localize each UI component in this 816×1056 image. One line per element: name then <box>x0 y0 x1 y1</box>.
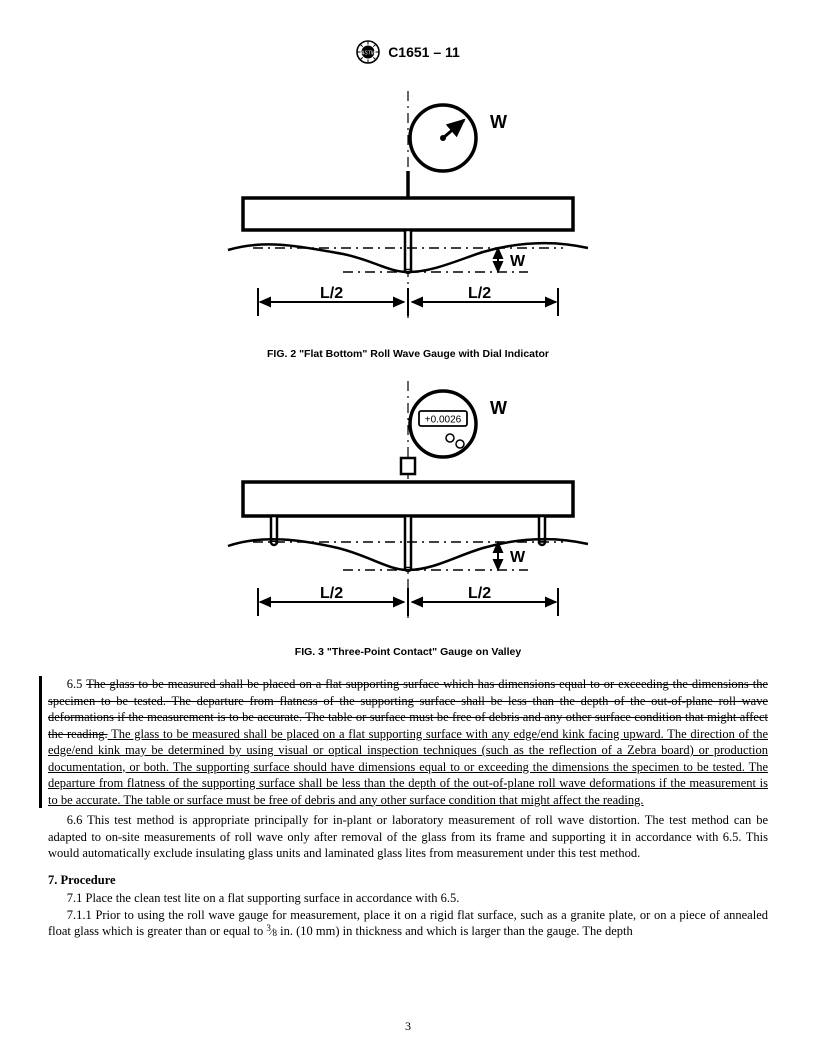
para-7-1-1: 7.1.1 Prior to using the roll wave gauge… <box>48 907 768 940</box>
page-header: ASTM C1651 – 11 <box>48 40 768 68</box>
svg-text:W: W <box>490 112 507 132</box>
figure-3-caption: FIG. 3 "Three-Point Contact" Gauge on Va… <box>48 646 768 658</box>
svg-text:W: W <box>490 398 507 418</box>
para-6-6-text: This test method is appropriate principa… <box>48 813 768 860</box>
para-6-6: 6.6 This test method is appropriate prin… <box>48 812 768 862</box>
fraction-3-8: 3⁄8 <box>266 924 277 938</box>
astm-logo-icon: ASTM <box>356 40 380 64</box>
document-id: C1651 – 11 <box>388 44 460 60</box>
page-number: 3 <box>0 1019 816 1034</box>
body-text: 6.5 The glass to be measured shall be pl… <box>48 676 768 940</box>
para-7-1-1-b: in. (10 mm) in thickness and which is la… <box>277 924 633 938</box>
para-6-5: 6.5 The glass to be measured shall be pl… <box>39 676 768 808</box>
num-6-5: 6.5 <box>67 677 83 691</box>
svg-text:W: W <box>510 253 526 270</box>
svg-text:L/2: L/2 <box>468 585 491 602</box>
figure-2-caption: FIG. 2 "Flat Bottom" Roll Wave Gauge wit… <box>48 348 768 360</box>
svg-text:W: W <box>510 549 526 566</box>
figure-2-svg: W W L/2 L/2 <box>198 88 618 338</box>
svg-text:L/2: L/2 <box>320 285 343 302</box>
figure-3: +0.0026 W W L/2 L/2 FIG <box>48 378 768 658</box>
num-7-1-1: 7.1.1 <box>67 908 92 922</box>
svg-text:L/2: L/2 <box>468 285 491 302</box>
num-6-6: 6.6 <box>67 813 83 827</box>
figure-3-svg: +0.0026 W W L/2 L/2 <box>198 378 618 636</box>
num-7-1: 7.1 <box>67 891 83 905</box>
para-7-1: 7.1 Place the clean test lite on a flat … <box>48 890 768 907</box>
figure-2: W W L/2 L/2 FIG. 2 "Flat Bottom" Roll Wa… <box>48 88 768 360</box>
svg-text:ASTM: ASTM <box>360 51 376 57</box>
digital-reading: +0.0026 <box>425 415 462 426</box>
para-7-1-text: Place the clean test lite on a flat supp… <box>82 891 459 905</box>
svg-text:L/2: L/2 <box>320 585 343 602</box>
section-7-heading: 7. Procedure <box>48 872 768 889</box>
para-6-5-underlined: The glass to be measured shall be placed… <box>48 727 768 807</box>
